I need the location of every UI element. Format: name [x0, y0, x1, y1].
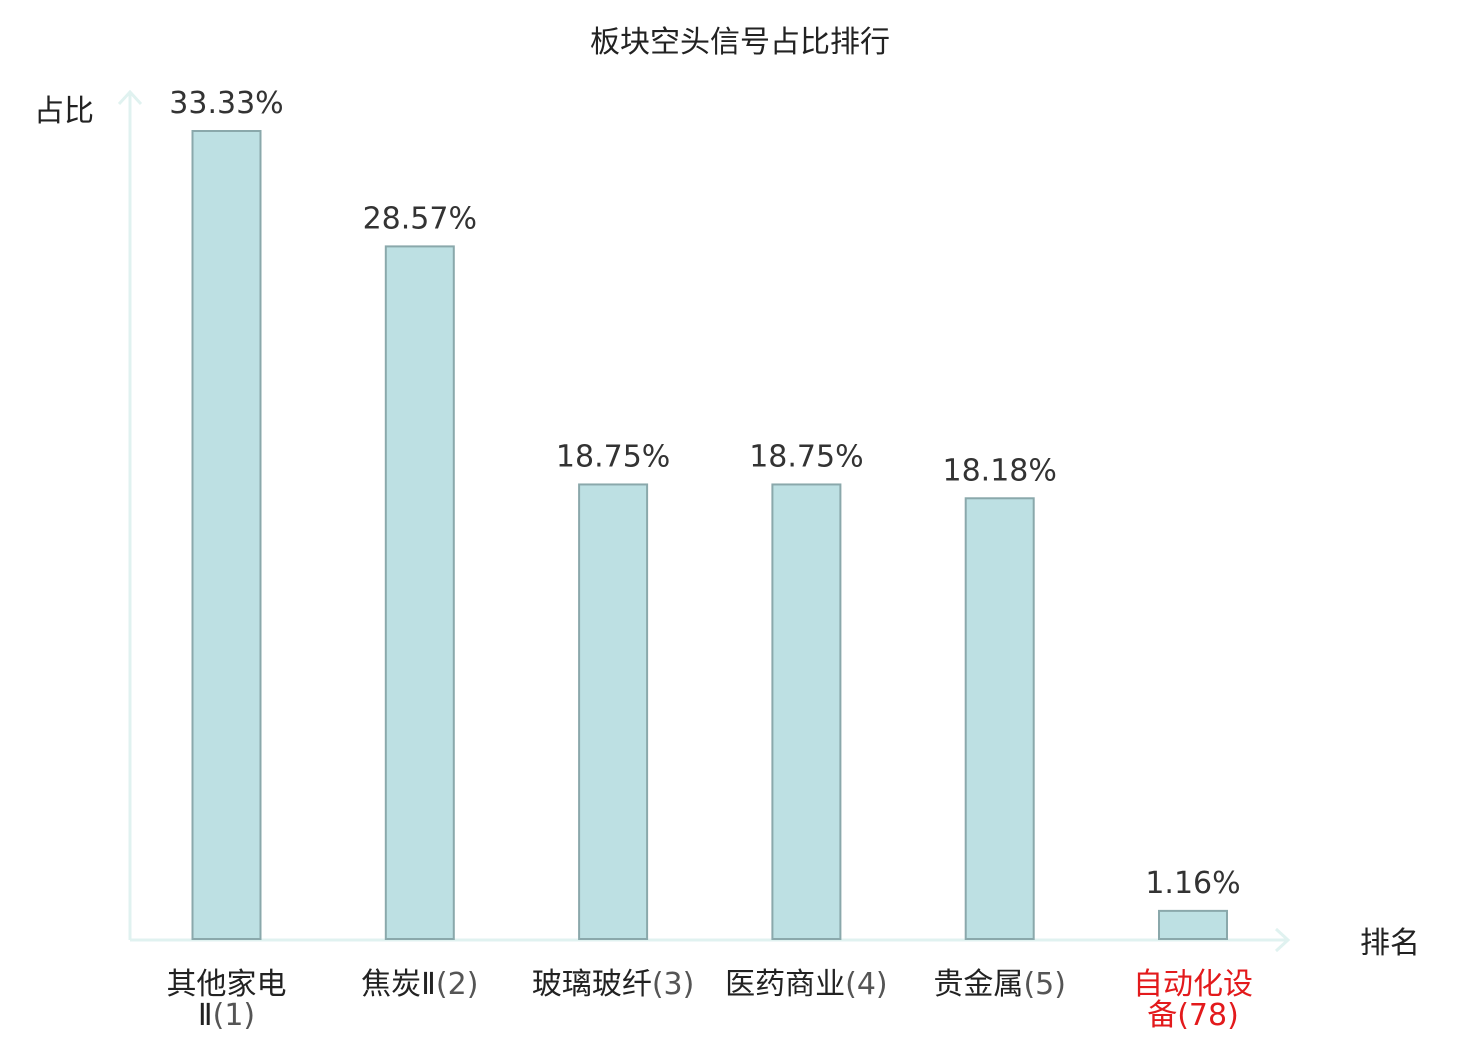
value-label-2: 28.57%: [363, 201, 477, 236]
value-label-6: 1.16%: [1145, 866, 1240, 901]
category-label-6: 自动化设备(78): [1133, 967, 1253, 1033]
bar-2: [384, 245, 455, 941]
category-label-1: 其他家电 Ⅱ(1): [167, 967, 287, 1033]
y-axis-arrow-icon: [117, 89, 143, 106]
bars-group: [191, 130, 1228, 941]
bar-3: [578, 483, 649, 940]
category-labels-group: 其他家电 Ⅱ(1) 焦炭Ⅱ(2) 玻璃玻纤(3) 医药商业(4) 贵金属(5) 自动化设备(…: [167, 967, 1254, 1033]
category-label-3: 玻璃玻纤(3): [532, 967, 695, 1002]
x-axis-label: 排名: [1360, 926, 1420, 961]
value-label-1: 33.33%: [169, 86, 283, 121]
category-label-4: 医药商业(4): [725, 967, 888, 1002]
bar-6: [1158, 909, 1228, 940]
value-labels-group: 33.33% 28.57% 18.75% 18.75% 18.18% 1.16%: [169, 86, 1240, 901]
bar-1: [191, 130, 262, 940]
value-label-5: 18.18%: [943, 453, 1057, 488]
y-axis-label: 占比: [34, 94, 94, 129]
category-label-5: 贵金属(5): [933, 967, 1065, 1002]
value-label-4: 18.75%: [749, 439, 863, 474]
category-label-2: 焦炭Ⅱ(2): [361, 967, 478, 1002]
value-label-3: 18.75%: [556, 439, 670, 474]
chart-title: 板块空头信号占比排行: [590, 25, 890, 60]
bar-5: [964, 497, 1035, 940]
x-axis-arrow-icon: [1274, 927, 1291, 953]
bar-4: [771, 483, 842, 940]
